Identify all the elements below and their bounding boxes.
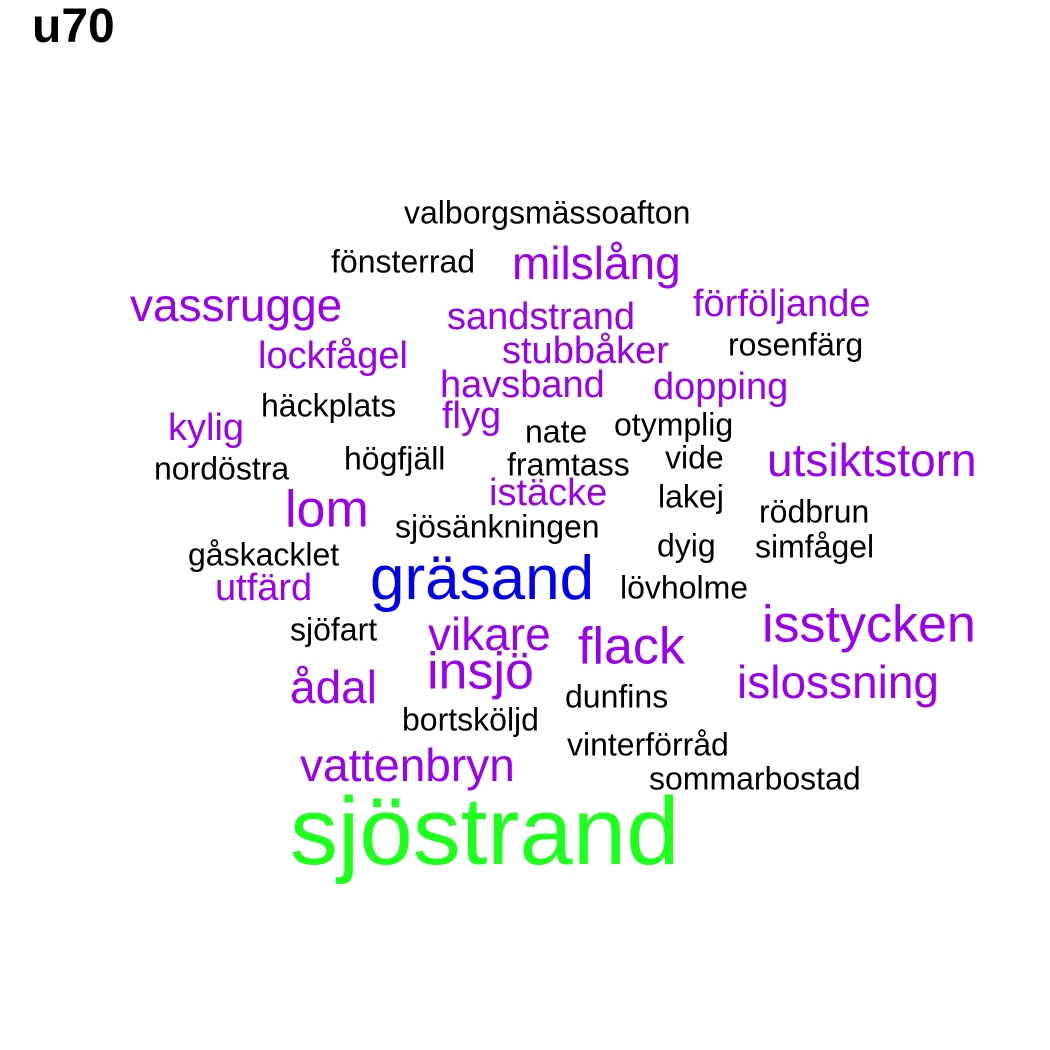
word-dyig: dyig (657, 527, 716, 564)
word-utsiktstorn: utsiktstorn (767, 434, 977, 487)
word-insjo: insjö (427, 642, 534, 701)
word-flack: flack (578, 617, 685, 676)
word-hackplats: häckplats (261, 387, 397, 424)
word-vikare: vikare (428, 608, 551, 661)
page-title: u70 (32, 0, 115, 53)
word-isstycken: isstycken (762, 595, 976, 654)
word-sommarbostad: sommarbostad (649, 760, 861, 797)
word-bortskoljd: bortsköljd (402, 701, 539, 738)
word-dunfins: dunfins (565, 678, 669, 715)
word-lakej: lakej (658, 478, 724, 515)
word-adal: ådal (290, 661, 377, 714)
word-framtass: framtass (507, 446, 630, 483)
word-rodbrun: rödbrun (759, 493, 870, 530)
word-kylig: kylig (168, 407, 245, 450)
word-vide: vide (665, 439, 724, 476)
word-valborgsmassoafton: valborgsmässoafton (404, 194, 691, 231)
word-otymplig: otymplig (614, 406, 734, 443)
word-flyg: flyg (442, 395, 502, 438)
word-nate: nate (525, 413, 588, 450)
word-havsband: havsband (440, 364, 605, 407)
word-lockfagel: lockfågel (258, 335, 408, 378)
word-sjostrand: sjöstrand (290, 778, 680, 886)
word-nordostra: nordöstra (154, 450, 290, 487)
word-mislang: milslång (512, 237, 681, 290)
word-gaskacklet: gåskacklet (188, 536, 340, 573)
word-stubbaker: stubbåker (502, 330, 669, 373)
word-vinterforrad: vinterförråd (567, 726, 729, 763)
word-utfard: utfärd (215, 567, 313, 610)
word-istacke: istäcke (489, 472, 608, 515)
word-islossning: islossning (737, 656, 939, 709)
word-grasand: gräsand (370, 543, 595, 613)
word-sjosankningen: sjösänkningen (395, 508, 600, 545)
word-lovholme: lövholme (620, 569, 749, 606)
word-simfagel: simfågel (755, 528, 875, 565)
word-lom: lom (285, 480, 369, 539)
word-vassrugge: vassrugge (130, 279, 343, 332)
word-hogfjall: högfjäll (344, 440, 446, 477)
word-dopping: dopping (653, 366, 789, 409)
word-fonsterrad: fönsterrad (331, 243, 476, 280)
word-forfoljande: förföljande (693, 283, 871, 326)
word-rosenfarg: rosenfärg (728, 326, 864, 363)
word-vattenbryn: vattenbryn (300, 739, 515, 792)
word-sjofart: sjöfart (290, 611, 378, 648)
word-sandstrand: sandstrand (447, 296, 636, 339)
